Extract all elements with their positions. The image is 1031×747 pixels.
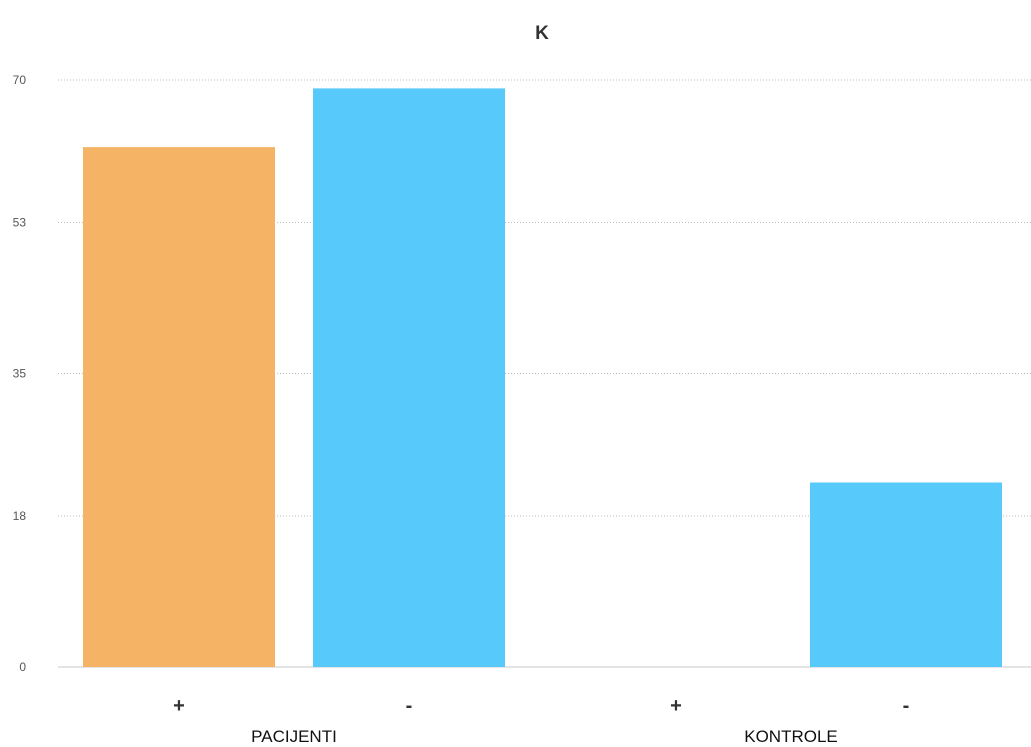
x-tick-label: + xyxy=(670,695,682,717)
y-tick-label: 18 xyxy=(13,509,27,523)
x-tick-label: - xyxy=(903,695,910,717)
x-tick-label: + xyxy=(173,695,185,717)
label-layer: 0 18 35 53 70 + - PACIJENTI + - KONTROLE xyxy=(13,73,910,746)
y-tick-label: 35 xyxy=(13,367,27,381)
x-tick-label: - xyxy=(406,695,413,717)
bar xyxy=(810,482,1002,667)
bar-layer xyxy=(83,88,1002,668)
y-tick-label: 0 xyxy=(19,660,26,674)
chart-title: K xyxy=(535,23,549,44)
group-label: PACIJENTI xyxy=(251,727,337,746)
bar xyxy=(83,147,275,668)
y-tick-label: 70 xyxy=(13,73,27,87)
bar xyxy=(313,88,505,667)
group-label: KONTROLE xyxy=(744,727,838,746)
y-tick-label: 53 xyxy=(13,216,27,230)
